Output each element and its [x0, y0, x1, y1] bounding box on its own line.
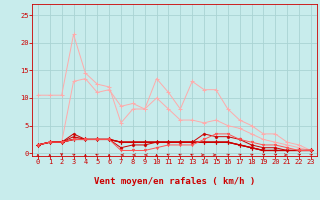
X-axis label: Vent moyen/en rafales ( km/h ): Vent moyen/en rafales ( km/h ) — [94, 177, 255, 186]
